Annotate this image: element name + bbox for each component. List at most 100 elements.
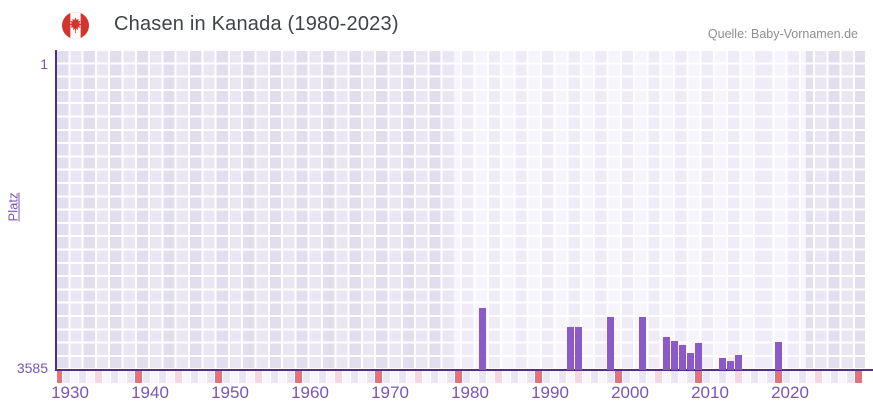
- strip-cell: [630, 371, 638, 383]
- strip-cell-half-decade-marker: [174, 371, 182, 383]
- strip-cell: [782, 371, 790, 383]
- strip-cell: [462, 371, 470, 383]
- strip-cell: [718, 371, 726, 383]
- strip-cell: [142, 371, 150, 383]
- strip-cell: [390, 371, 398, 383]
- x-tick-label-1970: 1970: [371, 383, 409, 402]
- strip-cell: [286, 371, 294, 383]
- strip-cell: [422, 371, 430, 383]
- y-tick-bottom: 3585: [16, 360, 48, 376]
- strip-cell: [358, 371, 366, 383]
- x-tick-label-1960: 1960: [291, 383, 329, 402]
- bar-2008[interactable]: [686, 353, 694, 370]
- strip-cell: [526, 371, 534, 383]
- strip-cell: [166, 371, 174, 383]
- x-tick-label-1940: 1940: [131, 383, 169, 402]
- strip-cell-half-decade-marker: [574, 371, 582, 383]
- x-tick-label-1990: 1990: [531, 383, 569, 402]
- y-tick-top: 1: [40, 56, 48, 72]
- strip-cell: [446, 371, 454, 383]
- bar-2019[interactable]: [774, 341, 782, 370]
- strip-cell: [486, 371, 494, 383]
- strip-cell: [326, 371, 334, 383]
- strip-cell: [662, 371, 670, 383]
- strip-cell: [750, 371, 758, 383]
- strip-cell: [838, 371, 846, 383]
- strip-cell: [78, 371, 86, 383]
- bar-1994[interactable]: [574, 327, 582, 370]
- strip-cell: [766, 371, 774, 383]
- strip-cell: [110, 371, 118, 383]
- bar-1993[interactable]: [566, 327, 574, 370]
- strip-cell: [686, 371, 694, 383]
- strip-cell: [126, 371, 134, 383]
- strip-cell: [470, 371, 478, 383]
- x-tick-label-1980: 1980: [451, 383, 489, 402]
- strip-cell: [558, 371, 566, 383]
- strip-cell: [646, 371, 654, 383]
- canada-flag-icon: [62, 12, 89, 39]
- strip-cell: [430, 371, 438, 383]
- strip-cell: [702, 371, 710, 383]
- strip-cell: [318, 371, 326, 383]
- strip-cell-half-decade-marker: [94, 371, 102, 383]
- bar-2014[interactable]: [734, 355, 742, 370]
- strip-cell-decade-marker: [774, 371, 782, 383]
- bar-1982[interactable]: [478, 308, 486, 370]
- bar-1998[interactable]: [606, 317, 614, 370]
- y-axis-line: [55, 50, 57, 371]
- strip-cell: [198, 371, 206, 383]
- y-axis-label[interactable]: Platz: [5, 192, 21, 222]
- strip-cell: [582, 371, 590, 383]
- bar-2007[interactable]: [678, 344, 686, 370]
- x-tick-label-2010: 2010: [691, 383, 729, 402]
- strip-cell-half-decade-marker: [414, 371, 422, 383]
- strip-cell: [86, 371, 94, 383]
- source-credit: Quelle: Baby-Vornamen.de: [707, 27, 858, 41]
- bar-2012[interactable]: [718, 357, 726, 370]
- strip-cell-half-decade-marker: [334, 371, 342, 383]
- strip-cell: [550, 371, 558, 383]
- strip-cell: [382, 371, 390, 383]
- strip-cell: [638, 371, 646, 383]
- bar-2002[interactable]: [638, 316, 646, 370]
- strip-cell-decade-marker: [57, 371, 62, 383]
- strip-cell-half-decade-marker: [734, 371, 742, 383]
- strip-cell: [190, 371, 198, 383]
- strip-cell: [518, 371, 526, 383]
- strip-cell: [238, 371, 246, 383]
- strip-cell: [310, 371, 318, 383]
- strip-cell: [206, 371, 214, 383]
- strip-cell: [670, 371, 678, 383]
- strip-cell: [742, 371, 750, 383]
- strip-cell: [350, 371, 358, 383]
- strip-cell: [270, 371, 278, 383]
- strip-cell: [542, 371, 550, 383]
- strip-cell: [510, 371, 518, 383]
- bar-2005[interactable]: [662, 336, 670, 370]
- strip-cell: [566, 371, 574, 383]
- x-tick-label-2020: 2020: [771, 383, 809, 402]
- strip-cell: [118, 371, 126, 383]
- strip-cell: [598, 371, 606, 383]
- strip-cell: [70, 371, 78, 383]
- bar-2013[interactable]: [726, 360, 734, 370]
- strip-cell: [846, 371, 854, 383]
- strip-cell: [478, 371, 486, 383]
- bar-2009[interactable]: [694, 343, 702, 370]
- highlight-band: [454, 51, 806, 369]
- strip-cell: [622, 371, 630, 383]
- strip-cell-decade-marker: [374, 371, 382, 383]
- strip-cell: [678, 371, 686, 383]
- strip-cell-decade-marker: [854, 371, 862, 383]
- strip-cell-decade-marker: [294, 371, 302, 383]
- strip-cell: [366, 371, 374, 383]
- strip-cell-decade-marker: [454, 371, 462, 383]
- strip-cell: [606, 371, 614, 383]
- strip-cell: [182, 371, 190, 383]
- strip-cell: [398, 371, 406, 383]
- bar-2006[interactable]: [670, 340, 678, 370]
- strip-cell: [278, 371, 286, 383]
- plot-area: [57, 51, 865, 369]
- strip-cell: [798, 371, 806, 383]
